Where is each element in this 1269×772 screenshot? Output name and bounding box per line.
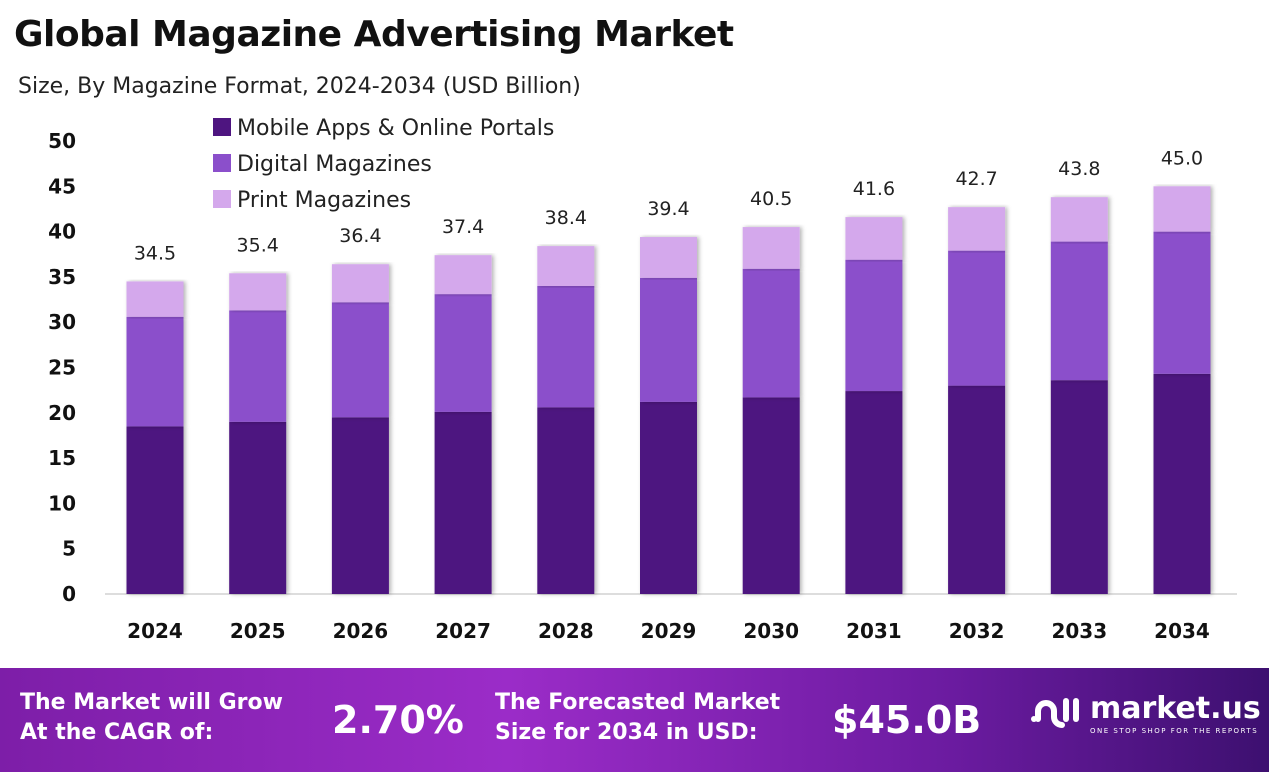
bar-segment-mobile-apps-online-portals xyxy=(1153,373,1211,594)
bar-segment-mobile-apps-online-portals xyxy=(742,397,800,594)
legend-swatch xyxy=(213,190,231,208)
bar-segment-print-magazines xyxy=(537,246,595,286)
chart-title: Global Magazine Advertising Market xyxy=(14,14,734,55)
legend-swatch xyxy=(213,154,231,172)
bar-segment-digital-magazines xyxy=(1050,241,1108,381)
bar-segment-mobile-apps-online-portals xyxy=(1050,380,1108,594)
total-label: 35.4 xyxy=(237,234,279,256)
total-label: 38.4 xyxy=(545,207,587,229)
bar-segment-print-magazines xyxy=(1050,197,1108,242)
bar-segment-digital-magazines xyxy=(126,316,184,427)
bar-segment-print-magazines xyxy=(434,255,492,295)
bar-segment-digital-magazines xyxy=(537,285,595,408)
total-label: 34.5 xyxy=(134,242,176,264)
y-tick-label: 25 xyxy=(48,356,76,380)
total-label: 37.4 xyxy=(442,216,484,238)
bar-segment-digital-magazines xyxy=(845,259,903,392)
bar-segment-print-magazines xyxy=(1153,186,1211,232)
total-label: 39.4 xyxy=(647,198,689,220)
bar-segment-mobile-apps-online-portals xyxy=(948,385,1006,594)
footer-banner: The Market will Grow At the CAGR of: 2.70… xyxy=(0,668,1269,772)
y-tick-label: 10 xyxy=(48,491,76,515)
logo-text: market.us xyxy=(1090,691,1261,726)
bar-segment-digital-magazines xyxy=(1153,231,1211,374)
logo-tagline: ONE STOP SHOP FOR THE REPORTS xyxy=(1090,727,1259,735)
y-tick-label: 5 xyxy=(62,537,76,561)
bar-segment-digital-magazines xyxy=(742,268,800,398)
x-tick-label: 2030 xyxy=(743,619,799,643)
x-tick-label: 2028 xyxy=(538,619,594,643)
x-tick-label: 2031 xyxy=(846,619,902,643)
x-tick-label: 2026 xyxy=(333,619,389,643)
bar-segment-digital-magazines xyxy=(640,277,697,402)
cagr-label-line2: At the CAGR of: xyxy=(20,720,214,745)
total-label: 36.4 xyxy=(339,225,381,247)
y-tick-label: 40 xyxy=(48,220,76,244)
bar-segment-print-magazines xyxy=(229,273,287,311)
total-label: 42.7 xyxy=(955,168,997,190)
x-tick-label: 2025 xyxy=(230,619,286,643)
cagr-label-line1: The Market will Grow xyxy=(20,690,283,715)
bar-segment-mobile-apps-online-portals xyxy=(126,426,184,594)
x-tick-label: 2029 xyxy=(641,619,697,643)
cagr-label: The Market will Grow At the CAGR of: xyxy=(20,688,283,748)
bar-segment-mobile-apps-online-portals xyxy=(434,411,492,594)
x-tick-label: 2034 xyxy=(1154,619,1210,643)
bar-segment-digital-magazines xyxy=(948,250,1006,386)
bar-segment-print-magazines xyxy=(742,227,800,269)
forecast-value: $45.0B xyxy=(832,698,982,742)
stacked-bar-chart: 0510152025303540455034.5202435.4202536.4… xyxy=(48,116,1237,643)
x-tick-label: 2027 xyxy=(435,619,491,643)
y-tick-label: 20 xyxy=(48,401,76,425)
market-us-logo: market.us ONE STOP SHOP FOR THE REPORTS xyxy=(1030,694,1261,735)
legend-label: Mobile Apps & Online Portals xyxy=(237,116,554,141)
bar-segment-print-magazines xyxy=(845,217,903,260)
x-tick-label: 2032 xyxy=(949,619,1005,643)
bar-segment-print-magazines xyxy=(126,281,184,317)
forecast-label-line2: Size for 2034 in USD: xyxy=(495,720,758,745)
y-tick-label: 45 xyxy=(48,174,76,198)
bar-segment-mobile-apps-online-portals xyxy=(331,417,389,594)
legend-label: Print Magazines xyxy=(237,188,411,213)
legend-label: Digital Magazines xyxy=(237,152,432,177)
total-label: 43.8 xyxy=(1058,158,1100,180)
bar-segment-print-magazines xyxy=(331,264,389,303)
forecast-label: The Forecasted Market Size for 2034 in US… xyxy=(495,688,780,748)
y-tick-label: 35 xyxy=(48,265,76,289)
forecast-label-line1: The Forecasted Market xyxy=(495,690,781,715)
cagr-value: 2.70% xyxy=(332,698,464,742)
bar-segment-mobile-apps-online-portals xyxy=(640,401,697,594)
y-tick-label: 30 xyxy=(48,310,76,334)
bar-segment-print-magazines xyxy=(948,207,1006,251)
x-tick-label: 2024 xyxy=(127,619,183,643)
bar-segment-digital-magazines xyxy=(434,294,492,412)
logo-icon xyxy=(1031,697,1079,728)
x-tick-label: 2033 xyxy=(1051,619,1107,643)
total-label: 40.5 xyxy=(750,188,792,210)
bar-segment-digital-magazines xyxy=(229,310,287,422)
bar-segment-mobile-apps-online-portals xyxy=(229,421,287,594)
bar-segment-mobile-apps-online-portals xyxy=(845,391,903,594)
y-tick-label: 15 xyxy=(48,446,76,470)
bar-segment-print-magazines xyxy=(640,237,697,278)
chart-subtitle: Size, By Magazine Format, 2024-2034 (USD… xyxy=(18,74,581,99)
y-tick-label: 50 xyxy=(48,129,76,153)
total-label: 41.6 xyxy=(853,178,895,200)
y-tick-label: 0 xyxy=(62,582,76,606)
total-label: 45.0 xyxy=(1161,147,1203,169)
legend-swatch xyxy=(213,118,231,136)
bar-segment-digital-magazines xyxy=(331,302,389,418)
bar-segment-mobile-apps-online-portals xyxy=(537,407,595,594)
